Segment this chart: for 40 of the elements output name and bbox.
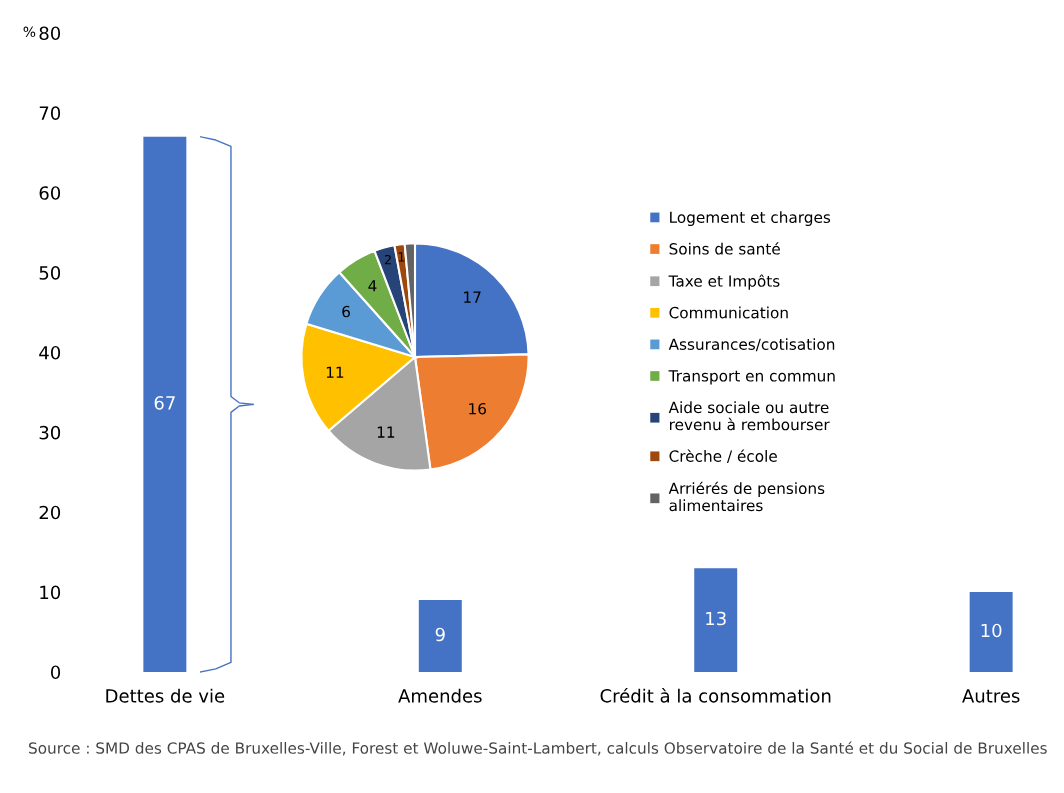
data-label: 17 <box>464 291 481 303</box>
data-label: 1 <box>398 252 405 262</box>
data-label: 2 <box>384 254 391 265</box>
y-tick-label: 40 <box>39 345 61 360</box>
legend-label: Crèche / école <box>669 449 777 464</box>
y-tick-label: 0 <box>50 665 61 680</box>
legend-label: Taxe et Impôts <box>668 274 780 290</box>
y-tick-label: 50 <box>39 266 61 280</box>
y-tick-label: 20 <box>39 505 61 520</box>
legend-label: Transport en commun <box>668 370 835 385</box>
bar <box>143 136 187 672</box>
x-tick-label: Crédit à la consommation <box>600 687 831 703</box>
bar <box>969 592 1013 672</box>
y-tick-label: 30 <box>39 425 61 440</box>
legend-label: Soins de santé <box>669 242 780 255</box>
data-label: 13 <box>706 611 726 626</box>
y-tick-label: 70 <box>39 106 61 120</box>
data-label: 11 <box>377 426 395 438</box>
data-label: 4 <box>368 280 377 292</box>
data-label: 10 <box>981 623 1002 638</box>
x-tick-label: Amendes <box>398 688 482 703</box>
y-tick-label: 10 <box>40 585 61 600</box>
data-label: 9 <box>435 627 445 642</box>
bar <box>694 568 738 672</box>
x-tick-label: Autres <box>962 689 1020 703</box>
legend-label: Arriérés de pensions alimentaires <box>668 481 825 512</box>
y-tick-label: 80 <box>39 26 61 41</box>
legend-label: Logement et charges <box>670 211 831 226</box>
y-tick-label: 60 <box>39 186 61 200</box>
data-label: 16 <box>469 402 487 415</box>
y-axis-title: % <box>23 26 36 38</box>
data-label: 11 <box>326 366 344 378</box>
legend-label: Aide sociale ou autre revenu à rembourser <box>668 401 830 431</box>
legend-label: Communication <box>669 306 788 319</box>
bar <box>418 600 462 672</box>
legend-label: Assurances/cotisation <box>668 338 835 352</box>
x-tick-label: Dettes de vie <box>106 688 225 703</box>
source-note: Source : SMD des CPAS de Bruxelles-Ville, Forest et Woluwe-Saint-Lambert, calculs Observatoire de la Santé et du Social de Bruxelles <box>29 741 1047 756</box>
data-label: 67 <box>154 396 175 410</box>
data-label: 6 <box>342 305 350 318</box>
